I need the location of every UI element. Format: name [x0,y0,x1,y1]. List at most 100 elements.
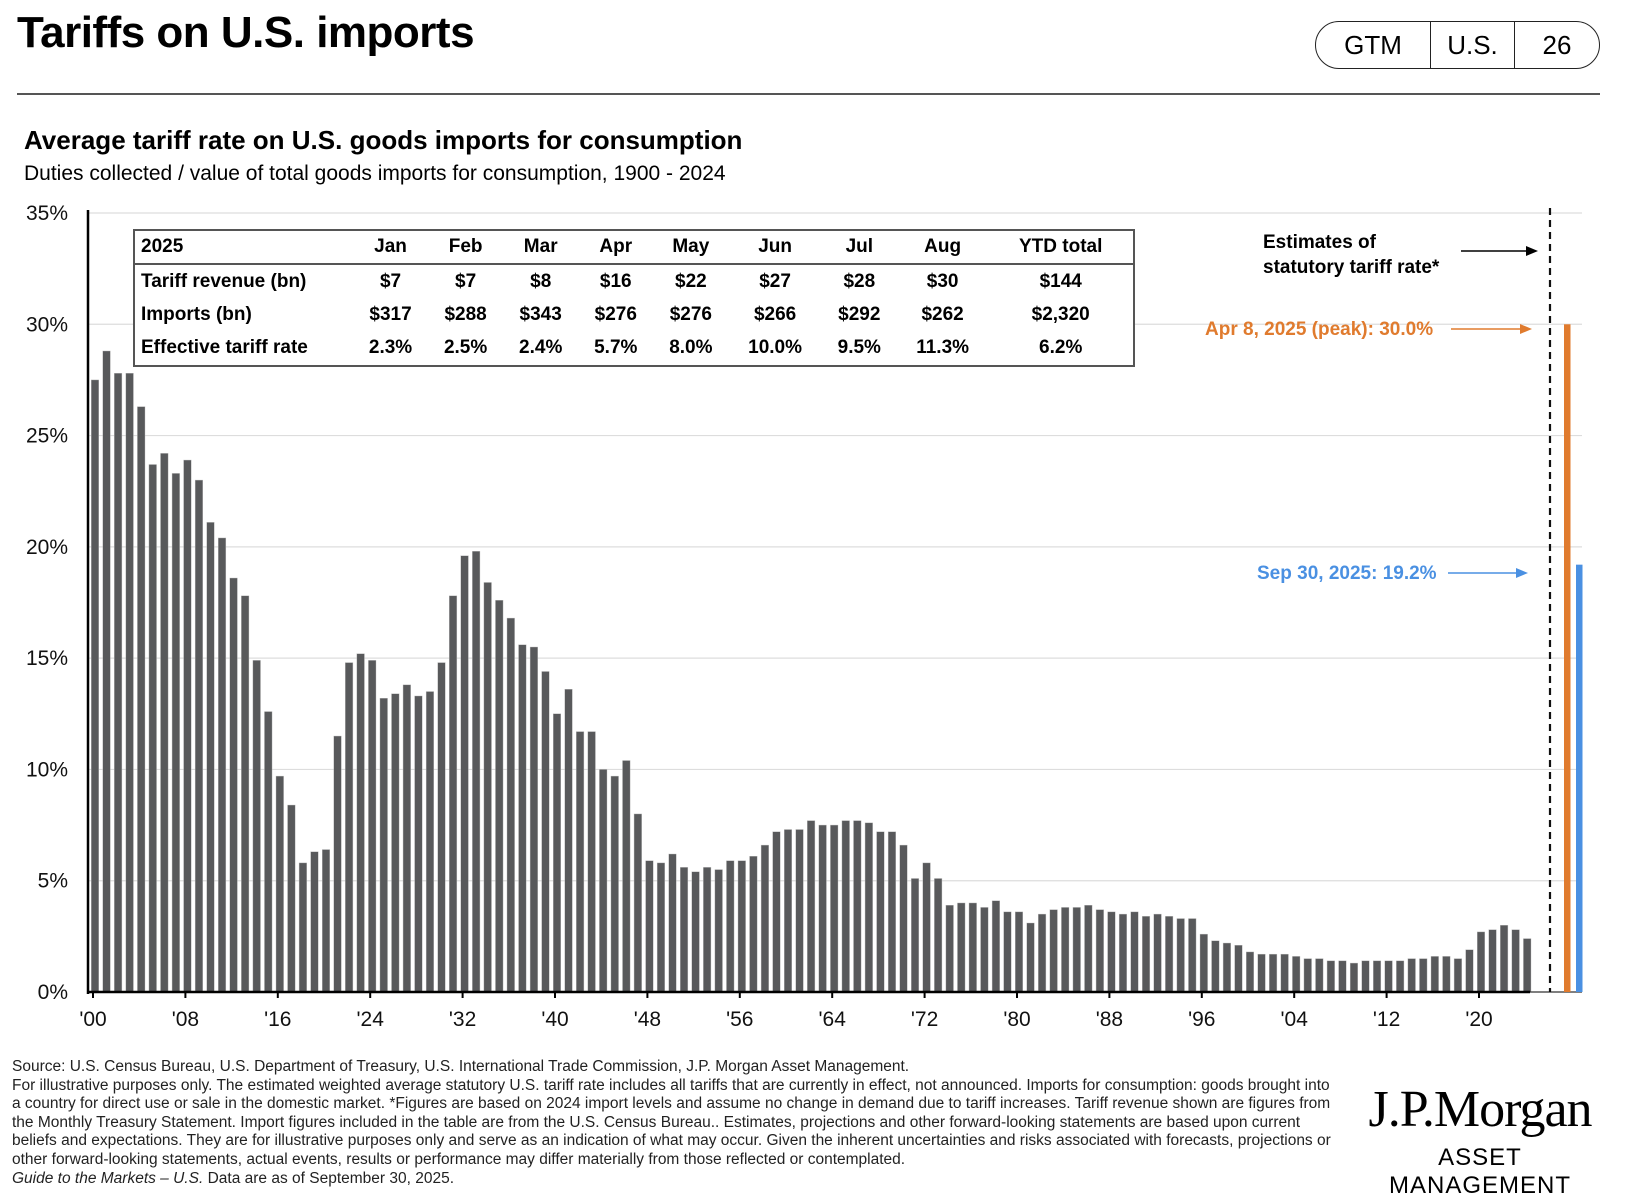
bar [1488,929,1497,993]
table-cell: 9.5% [837,336,881,358]
bar [1511,929,1520,993]
bar [1211,940,1220,993]
y-tick-label: 5% [38,870,68,893]
peak-annotation: Apr 8, 2025 (peak): 30.0% [1205,319,1434,340]
bar [402,684,411,993]
bar [934,878,943,993]
bar [1349,962,1358,993]
bar [1476,931,1485,993]
bar [564,689,573,993]
bar [772,831,781,993]
bar [991,900,1000,993]
bar [206,522,215,993]
bar [957,902,966,993]
table-header-row: 2025 Jan Feb Mar Apr May Jun Jul Aug YTD… [135,231,1133,265]
col-header: Jun [728,231,822,265]
bar [599,769,608,993]
table-cell: $317 [369,303,412,325]
bar [1222,942,1231,993]
bar [1234,945,1243,993]
col-header: May [653,231,729,265]
disclaimer-note: For illustrative purposes only. The esti… [12,1076,1331,1168]
bar [148,464,157,993]
bar [1038,913,1047,993]
estimate-bars [1448,208,1583,992]
header-divider [17,93,1600,95]
row-label: Tariff revenue (bn) [141,270,307,292]
x-tick-label: '04 [1281,1008,1309,1031]
bar [807,820,816,993]
y-tick-label: 35% [26,202,68,225]
bar [1072,907,1081,993]
badge-region: U.S. [1431,22,1515,68]
bar [310,851,319,993]
bar [356,653,365,993]
page-badge: GTM U.S. 26 [1315,21,1600,69]
y-axis-labels: 0% 5% 10% 15% 20% 25% 30% 35% [26,202,68,1004]
badge-gtm: GTM [1316,22,1431,68]
bar [1084,904,1093,993]
bar [1419,958,1428,993]
col-header: Apr [578,231,654,265]
table-cell: $292 [838,303,881,325]
col-header: Mar [503,231,579,265]
bar [1165,916,1174,993]
bar [714,869,723,993]
bar [275,775,284,993]
bar [114,373,123,993]
bar [610,775,619,993]
col-header: Feb [428,231,504,265]
bar [587,731,596,993]
bar [1500,925,1509,993]
x-tick-label: '48 [634,1008,661,1031]
bar [541,671,550,993]
bar [737,860,746,993]
y-tick-label: 10% [26,758,68,781]
table-cell: $288 [444,303,487,325]
bar [1303,958,1312,993]
x-tick-label: '72 [911,1008,938,1031]
col-header: YTD total [988,231,1133,265]
x-tick-label: '20 [1465,1008,1492,1031]
estimates-annotation: Estimates of statutory tariff rate* [1263,230,1439,280]
bar [194,479,203,993]
table-cell: $2,320 [1031,303,1090,325]
bar [622,760,631,993]
table-cell: $28 [843,270,876,292]
x-tick-label: '32 [449,1008,476,1031]
bar [1280,953,1289,993]
bar [183,459,192,993]
bar [1061,907,1070,993]
row-label: Effective tariff rate [141,336,308,358]
x-tick-label: '64 [819,1008,847,1031]
x-axis-labels: '00 '08 '16 '24 '32 '40 '48 '56 '64 '72 '80 '88 '96 '… [79,1008,1492,1031]
y-tick-label: 30% [26,313,68,336]
bar [703,867,712,993]
bar [922,862,931,993]
bar [784,829,793,993]
table-cell: 2.5% [443,336,488,358]
bar [1292,956,1301,993]
bar [449,595,458,993]
bar [506,617,515,993]
table-cell: $144 [1039,270,1082,292]
bar [1453,958,1462,993]
bar [264,711,273,993]
col-header: Jan [353,231,429,265]
x-tick-label: '16 [264,1008,291,1031]
bar [1407,958,1416,993]
bar [1326,960,1335,993]
bar [483,582,492,993]
table-row: Effective tariff rate 2.3% 2.5% 2.4% 5.7… [135,331,1133,364]
table-cell: $30 [926,270,959,292]
peak-estimate-bar [1564,324,1571,992]
bar [1118,913,1127,993]
y-tick-label: 15% [26,647,68,670]
y-tick-label: 0% [38,981,68,1004]
bar [1107,911,1116,993]
bar [379,698,388,993]
bars [90,350,1532,993]
bar [368,660,377,993]
x-tick-label: '96 [1188,1008,1215,1031]
table-row: Imports (bn) $317 $288 $343 $276 $276 $2… [135,298,1133,331]
